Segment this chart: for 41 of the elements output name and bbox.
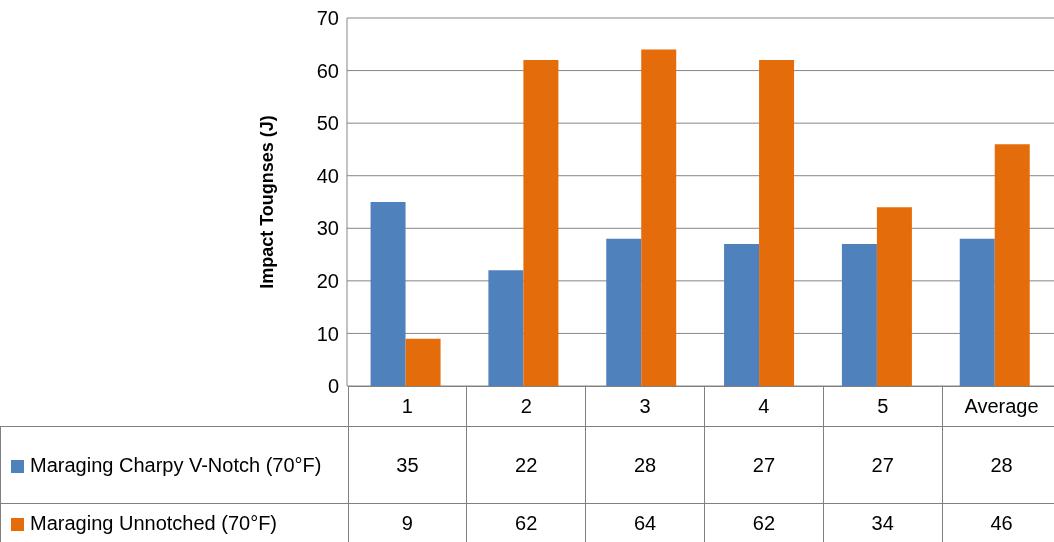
legend-label: Maraging Charpy V-Notch (70°F) [30, 453, 322, 477]
y-tick-label: 0 [327, 375, 339, 398]
x-tick-label: 4 [704, 386, 824, 427]
x-tick-label: 2 [466, 386, 586, 427]
data-label: 35 [348, 426, 467, 504]
y-axis-title: Impact Tougnses (J) [257, 115, 278, 289]
y-tick-label: 30 [316, 217, 339, 240]
y-tick-label: 40 [316, 164, 339, 187]
bar [606, 238, 642, 386]
y-tick-label: 10 [316, 322, 339, 345]
y-tick-label: 70 [316, 7, 339, 30]
data-label: 46 [942, 503, 1054, 542]
x-tick-label: 3 [585, 386, 705, 427]
bar [370, 202, 406, 386]
x-tick-label: 1 [348, 386, 467, 427]
data-label: 62 [466, 503, 586, 542]
bar [841, 244, 877, 386]
data-label: 27 [704, 426, 824, 504]
legend-label: Maraging Unnotched (70°F) [30, 512, 278, 535]
y-tick-label: 20 [316, 269, 339, 292]
bar [405, 338, 441, 386]
data-label: 64 [585, 503, 705, 542]
bar [959, 238, 995, 386]
bar [523, 60, 559, 386]
data-label: 22 [466, 426, 586, 504]
bar [641, 49, 677, 386]
bar [759, 60, 795, 386]
bar [994, 144, 1030, 386]
data-label: 28 [585, 426, 705, 504]
data-label: 27 [823, 426, 943, 504]
data-label: 62 [704, 503, 824, 542]
x-tick-label: Average [942, 386, 1054, 427]
bar [724, 244, 760, 386]
data-label: 28 [942, 426, 1054, 504]
y-tick-label: 60 [316, 59, 339, 82]
y-tick-label: 50 [316, 112, 339, 135]
x-tick-label: 5 [823, 386, 943, 427]
data-label: 34 [823, 503, 943, 542]
data-label: 9 [348, 503, 467, 542]
bar [876, 207, 912, 386]
bar [488, 270, 524, 386]
